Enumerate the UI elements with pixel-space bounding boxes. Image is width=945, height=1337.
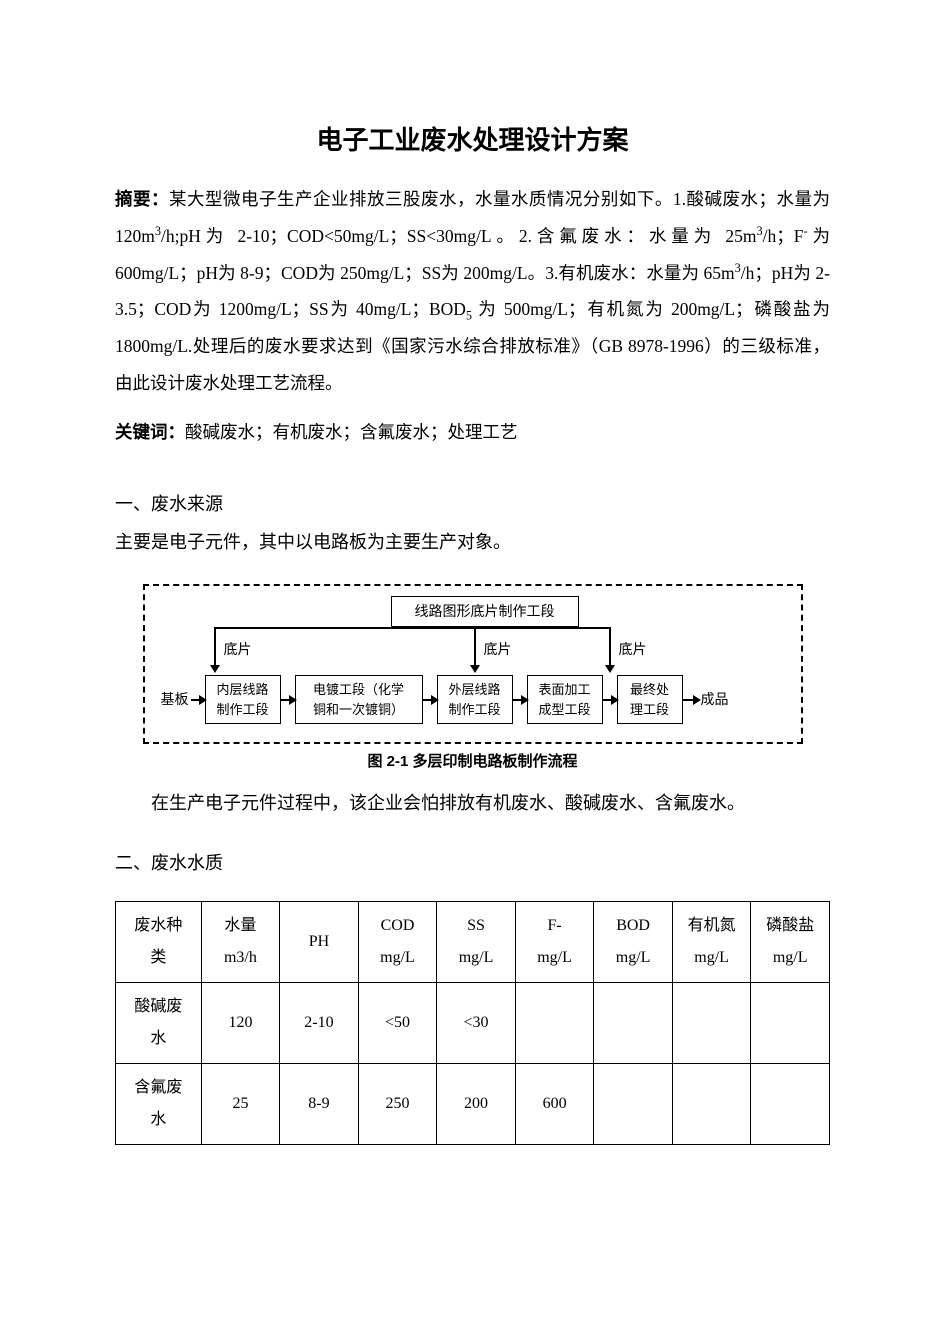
flow-end-label: 成品: [699, 689, 731, 710]
flow-arrow-2: [423, 699, 437, 701]
flow-node-4-text: 表面加工成型工段: [538, 680, 590, 719]
table-cell: 25: [201, 1064, 280, 1145]
flow-bus-line: [214, 627, 609, 629]
table-col-6: BOD mg/L: [594, 902, 673, 983]
section-1-heading: 一、废水来源: [115, 486, 830, 522]
section-1-para: 主要是电子元件，其中以电路板为主要生产对象。: [115, 524, 830, 560]
flow-arrow-1: [281, 699, 295, 701]
flow-arrow-4: [603, 699, 617, 701]
flow-node-4: 表面加工成型工段: [527, 675, 603, 724]
table-col-1: 水量 m3/h: [201, 902, 280, 983]
flow-drop-2-label: 底片: [484, 639, 512, 660]
table-cell: 2-10: [280, 983, 359, 1064]
keywords-text: 酸碱废水；有机废水；含氟废水；处理工艺: [185, 422, 518, 442]
table-cell: [672, 983, 751, 1064]
flow-row: 基板 内层线路制作工段 电镀工段（化学铜和一次镀铜） 外层线路制作工段 表面加工…: [159, 675, 787, 724]
table-cell: 250: [358, 1064, 437, 1145]
flow-node-3: 外层线路制作工段: [437, 675, 513, 724]
after-flow-para: 在生产电子元件过程中，该企业会怕排放有机废水、酸碱废水、含氟废水。: [115, 785, 830, 821]
flow-arrow-3: [513, 699, 527, 701]
table-cell: 8-9: [280, 1064, 359, 1145]
flowchart: 线路图形底片制作工段 底片 底片 底片 基板 内层线路制作工段: [159, 596, 787, 724]
table-cell: <30: [437, 983, 516, 1064]
table-cell-name: 酸碱废 水: [116, 983, 202, 1064]
flow-top-box: 线路图形底片制作工段: [391, 596, 579, 627]
flow-drop-3-label: 底片: [619, 639, 647, 660]
flow-node-5-text: 最终处理工段: [630, 680, 669, 719]
flow-node-2-text: 电镀工段（化学铜和一次镀铜）: [313, 680, 404, 719]
abstract-text: 某大型微电子生产企业排放三股废水，水量水质情况分别如下。1.酸碱废水；水量为 1…: [115, 189, 830, 393]
table-col-3: COD mg/L: [358, 902, 437, 983]
flow-node-1: 内层线路制作工段: [205, 675, 281, 724]
keywords-block: 关键词：酸碱废水；有机废水；含氟废水；处理工艺: [115, 414, 830, 451]
table-cell: [672, 1064, 751, 1145]
table-col-4: SS mg/L: [437, 902, 516, 983]
flow-node-3-text: 外层线路制作工段: [448, 680, 500, 719]
flow-drop-3: 底片: [609, 627, 611, 671]
table-row: 含氟废 水 25 8-9 250 200 600: [116, 1064, 830, 1145]
document-page: 电子工业废水处理设计方案 摘要：某大型微电子生产企业排放三股废水，水量水质情况分…: [0, 0, 945, 1205]
flow-bus: 底片 底片 底片: [214, 627, 763, 673]
table-row: 酸碱废 水 120 2-10 <50 <30: [116, 983, 830, 1064]
table-cell: 600: [515, 1064, 594, 1145]
table-cell: [594, 983, 673, 1064]
table-col-0: 废水种 类: [116, 902, 202, 983]
table-cell: 120: [201, 983, 280, 1064]
table-cell: 200: [437, 1064, 516, 1145]
table-col-7: 有机氮 mg/L: [672, 902, 751, 983]
table-cell-name: 含氟废 水: [116, 1064, 202, 1145]
flow-drop-1-label: 底片: [224, 639, 252, 660]
abstract-label: 摘要：: [115, 189, 169, 209]
table-col-5: F- mg/L: [515, 902, 594, 983]
water-quality-table: 废水种 类 水量 m3/h PH COD mg/L SS mg/L: [115, 901, 830, 1145]
flow-drop-2: 底片: [474, 627, 476, 671]
flow-node-2: 电镀工段（化学铜和一次镀铜）: [295, 675, 423, 724]
table-cell: [594, 1064, 673, 1145]
table-cell: [751, 1064, 830, 1145]
table-header: 废水种 类 水量 m3/h PH COD mg/L SS mg/L: [116, 902, 830, 983]
flow-node-5: 最终处理工段: [617, 675, 683, 724]
table-body: 酸碱废 水 120 2-10 <50 <30 含氟废 水 25 8-9 2: [116, 983, 830, 1145]
flowchart-caption: 图 2-1 多层印制电路板制作流程: [115, 750, 830, 771]
abstract-block: 摘要：某大型微电子生产企业排放三股废水，水量水质情况分别如下。1.酸碱废水；水量…: [115, 181, 830, 402]
flow-drop-1: 底片: [214, 627, 216, 671]
table-cell: [515, 983, 594, 1064]
table-cell: <50: [358, 983, 437, 1064]
document-title: 电子工业废水处理设计方案: [115, 120, 830, 157]
keywords-label: 关键词：: [115, 422, 185, 442]
flow-arrow-0: [191, 699, 205, 701]
table-cell: [751, 983, 830, 1064]
flow-node-1-text: 内层线路制作工段: [216, 680, 268, 719]
table-col-2: PH: [280, 902, 359, 983]
table-header-row: 废水种 类 水量 m3/h PH COD mg/L SS mg/L: [116, 902, 830, 983]
flow-arrow-5: [683, 699, 699, 701]
table-col-8: 磷酸盐 mg/L: [751, 902, 830, 983]
flow-start-label: 基板: [159, 689, 191, 710]
section-2-heading: 二、废水水质: [115, 845, 830, 881]
flowchart-container: 线路图形底片制作工段 底片 底片 底片 基板 内层线路制作工段: [143, 584, 803, 744]
